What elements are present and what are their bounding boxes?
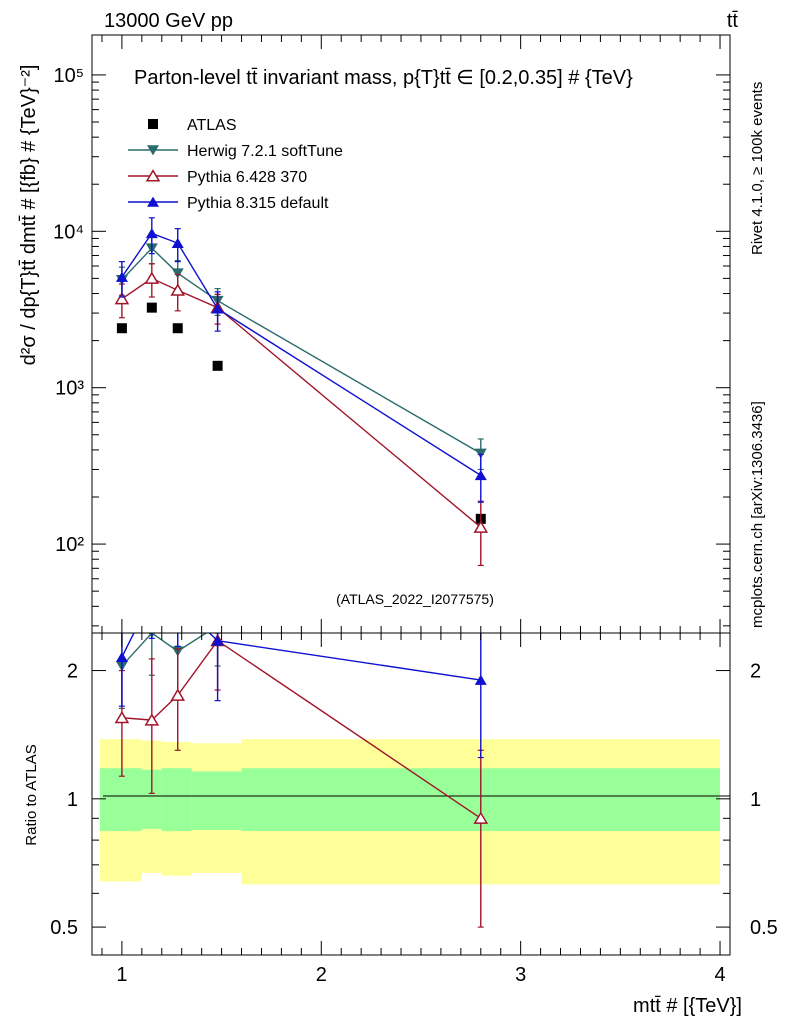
main-point-pythia-8-315-default (145, 227, 158, 239)
legend-label-pythia-8-315-default: Pythia 8.315 default (187, 195, 329, 212)
chart-title: Parton-level tt̄ invariant mass, p{T}tt̄… (134, 67, 633, 89)
main-y-tick-label: 10⁵ (53, 65, 84, 87)
legend-label-pythia-6-428-370: Pythia 6.428 370 (187, 169, 307, 186)
legend: ATLAS Herwig 7.2.1 softTune Pythia 6.428 3… (128, 117, 343, 212)
main-point-atlas (212, 360, 223, 371)
legend-label-herwig-7-2-1-softtune: Herwig 7.2.1 softTune (187, 143, 343, 160)
main-line-herwig-7-2-1-softtune (121, 247, 482, 455)
process-label: tt̄ (727, 10, 739, 32)
rivet-label: Rivet 4.1.0, ≥ 100k events (749, 82, 766, 255)
main-point-pythia-8-315-default (115, 271, 128, 282)
main-point-atlas (146, 302, 157, 313)
ratio-y-tick-label-left: 2 (67, 661, 78, 683)
analysis-id: (ATLAS_2022_I2077575) (336, 591, 494, 607)
x-tick-label: 3 (515, 964, 526, 986)
ratio-inner-band (161, 768, 192, 832)
legend-marker-herwig-7-2-1-softtune (147, 145, 159, 156)
main-point-herwig-7-2-1-softtune (171, 268, 184, 279)
main-series-group (114, 217, 489, 567)
ratio-y-tick-label-right: 2 (750, 661, 761, 683)
ratio-point-pythia-6-428-370 (170, 688, 186, 701)
ratio-y-tick-label-left: 1 (67, 789, 78, 811)
axes-layer: 10² 10³ 10⁴ 10⁵ 0.5 0.5 1 1 2 2 1 2 3 4 (50, 35, 778, 986)
ratio-y-tick-label-left: 0.5 (50, 917, 78, 939)
ratio-line-pythia-8-315-default (121, 633, 481, 681)
main-line-pythia-6-428-370 (121, 277, 482, 528)
energy-label: 13000 GeV pp (104, 10, 233, 32)
ratio-inner-band (141, 769, 162, 829)
ratio-y-tick-label-right: 1 (750, 789, 761, 811)
x-axis-label: mtt̄ # [{TeV}] (633, 995, 742, 1017)
ratio-point-pythia-8-315-default (172, 598, 184, 608)
ratio-y-tick-label-right: 0.5 (750, 917, 778, 939)
main-point-pythia-6-428-370 (144, 271, 160, 284)
main-point-pythia-6-428-370 (114, 291, 130, 305)
main-point-pythia-8-315-default (474, 469, 487, 481)
main-y-label: d²σ / dp{T}tt̄ dmtt̄ # [{fb} # {TeV}⁻²] (18, 65, 40, 366)
ratio-point-pythia-6-428-370 (473, 811, 489, 824)
ratio-inner-band (191, 771, 242, 830)
ratio-point-pythia-8-315-default (146, 591, 158, 601)
x-tick-label: 2 (316, 964, 327, 986)
ratio-line-herwig-7-2-1-softtune (121, 633, 208, 667)
main-point-pythia-6-428-370 (473, 520, 489, 533)
ratio-inner-band (99, 768, 142, 832)
main-point-atlas (172, 323, 183, 334)
mcplots-label: mcplots.cern.ch [arXiv:1306.3436] (749, 401, 766, 628)
main-y-tick-label: 10⁴ (53, 221, 84, 243)
x-tick-label: 1 (116, 964, 127, 986)
ratio-point-pythia-6-428-370 (114, 710, 130, 724)
ratio-point-pythia-8-315-default (474, 674, 487, 685)
series-layer (114, 217, 489, 928)
main-y-tick-label: 10³ (55, 378, 84, 400)
legend-marker-pythia-8-315-default (147, 196, 159, 207)
main-point-atlas (116, 323, 127, 334)
ratio-point-pythia-8-315-default (211, 635, 224, 646)
legend-marker-atlas (148, 119, 158, 129)
ratio-series-group (114, 591, 489, 928)
legend-label-atlas: ATLAS (187, 117, 237, 134)
ratio-point-pythia-6-428-370 (144, 713, 160, 726)
ratio-y-label: Ratio to ATLAS (23, 744, 40, 845)
ratio-point-pythia-8-315-default (115, 651, 128, 662)
x-tick-label: 4 (714, 964, 725, 986)
ratio-frame (91, 632, 731, 956)
ratio-bands (99, 739, 721, 885)
main-point-pythia-8-315-default (171, 237, 184, 248)
main-y-tick-label: 10² (55, 534, 84, 556)
main-point-pythia-8-315-default (211, 303, 224, 314)
legend-marker-pythia-6-428-370 (145, 169, 161, 182)
main-point-pythia-6-428-370 (170, 283, 186, 296)
